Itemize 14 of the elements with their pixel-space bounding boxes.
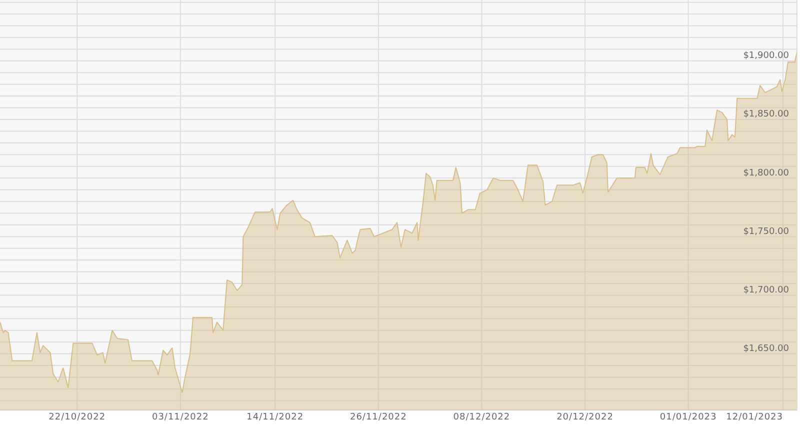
y-tick-label: $1,650.00: [743, 344, 790, 354]
y-tick-label: $1,750.00: [743, 226, 790, 237]
x-tick-label: 14/11/2022: [246, 412, 304, 423]
x-tick-label: 26/11/2022: [350, 412, 407, 423]
y-tick-label: $1,700.00: [743, 285, 790, 296]
x-tick-label: 08/12/2022: [453, 412, 510, 423]
x-tick-label: 22/10/2022: [48, 412, 106, 423]
x-tick-label: 01/01/2023: [660, 412, 717, 423]
y-tick-label: $1,900.00: [743, 51, 790, 62]
x-tick-label: 12/01/2023: [726, 412, 784, 423]
y-tick-label: $1,800.00: [743, 168, 790, 178]
x-tick-label: 03/11/2022: [152, 412, 209, 423]
y-tick-label: $1,850.00: [743, 110, 790, 120]
x-tick-label: 20/12/2022: [556, 412, 614, 423]
